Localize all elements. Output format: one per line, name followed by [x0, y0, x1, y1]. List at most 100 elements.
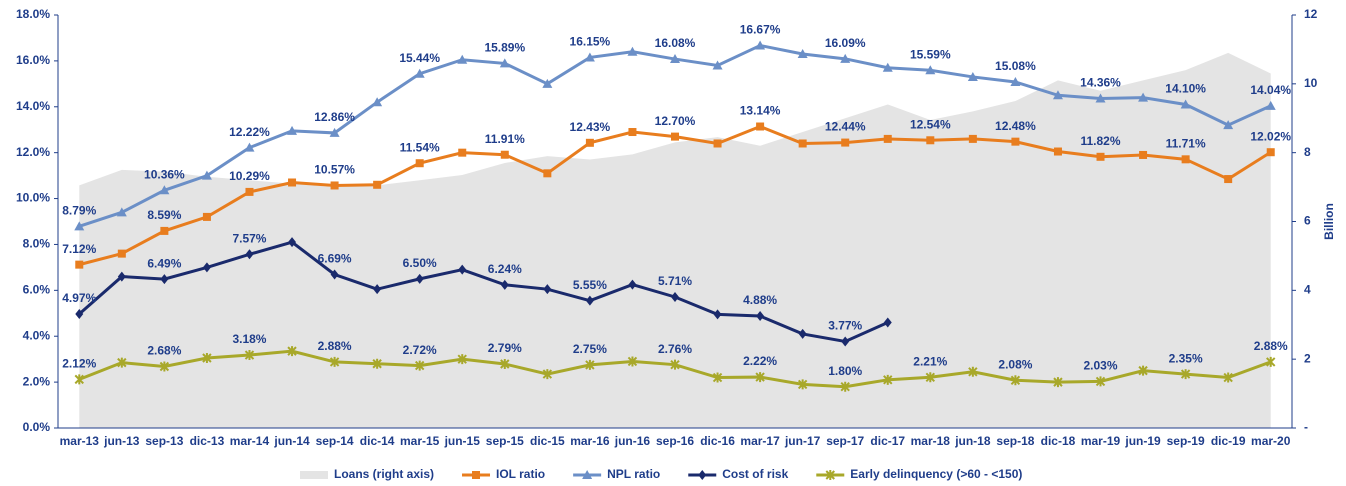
- x-tick-label: mar-17: [740, 434, 780, 448]
- marker: [288, 178, 297, 187]
- data-label: 12.43%: [570, 120, 611, 134]
- legend-label: Loans (right axis): [334, 467, 434, 481]
- marker: [372, 358, 382, 369]
- marker: [1053, 147, 1062, 156]
- marker: [713, 309, 722, 320]
- marker: [798, 139, 807, 148]
- data-label: 1.80%: [828, 364, 862, 378]
- marker: [458, 264, 467, 275]
- data-label: 8.79%: [62, 203, 96, 217]
- marker: [883, 374, 893, 385]
- data-label: 12.54%: [910, 117, 951, 131]
- marker: [202, 353, 212, 364]
- data-label: 2.21%: [913, 354, 947, 368]
- marker: [75, 260, 84, 269]
- y-tick-label: 14.0%: [16, 99, 50, 113]
- loans-area: [79, 52, 1271, 428]
- marker: [500, 279, 509, 290]
- marker: [116, 207, 127, 217]
- data-label: 11.91%: [485, 132, 525, 146]
- marker: [74, 221, 85, 231]
- marker: [458, 148, 467, 157]
- marker: [671, 291, 679, 302]
- x-tick-label: sep-18: [996, 434, 1034, 448]
- x-tick-label: jun-16: [614, 434, 651, 448]
- marker: [500, 358, 510, 369]
- marker: [160, 226, 169, 235]
- marker: [202, 212, 211, 221]
- marker: [670, 359, 680, 370]
- marker: [202, 262, 211, 273]
- marker: [201, 170, 212, 180]
- data-label: 2.68%: [147, 344, 181, 358]
- data-label: 2.88%: [1254, 339, 1288, 353]
- data-label: 2.79%: [488, 341, 522, 355]
- marker: [627, 356, 638, 367]
- x-tick-label: sep-16: [656, 434, 694, 448]
- marker: [330, 181, 339, 190]
- data-label: 10.29%: [229, 169, 270, 183]
- marker: [1010, 375, 1021, 386]
- marker: [1266, 148, 1275, 157]
- marker: [797, 379, 808, 390]
- legend-marker: [582, 470, 593, 479]
- data-label: 2.72%: [403, 343, 437, 357]
- marker: [1010, 76, 1021, 86]
- x-tick-label: mar-20: [1251, 434, 1291, 448]
- marker: [1180, 369, 1191, 380]
- legend-label: NPL ratio: [607, 467, 660, 481]
- data-label: 4.88%: [743, 293, 777, 307]
- marker: [1138, 365, 1148, 376]
- marker: [329, 127, 340, 137]
- series-line: [78, 240, 889, 344]
- marker: [1095, 376, 1106, 387]
- x-tick-label: dic-15: [530, 434, 565, 448]
- marker: [414, 360, 425, 371]
- x-tick-label: dic-16: [700, 434, 735, 448]
- data-label: 11.82%: [1080, 134, 1120, 148]
- data-label: 10.36%: [144, 167, 185, 181]
- data-label: 2.76%: [658, 342, 692, 356]
- marker: [713, 139, 722, 148]
- marker: [457, 54, 468, 64]
- marker: [245, 249, 254, 260]
- data-label: 15.89%: [484, 41, 525, 55]
- y2-axis-label: Billion: [1322, 203, 1336, 240]
- x-tick-label: jun-15: [444, 434, 481, 448]
- x-tick-label: jun-13: [103, 434, 140, 448]
- data-label: 6.49%: [147, 256, 181, 270]
- x-tick-label: jun-19: [1124, 434, 1161, 448]
- marker: [1223, 372, 1233, 383]
- marker: [373, 180, 382, 189]
- marker: [415, 273, 424, 284]
- data-label: 15.08%: [995, 59, 1036, 73]
- marker: [798, 328, 807, 339]
- marker: [840, 53, 851, 63]
- data-label: 12.02%: [1250, 129, 1291, 143]
- marker: [967, 71, 978, 81]
- marker: [840, 381, 850, 392]
- x-tick-label: sep-13: [145, 434, 183, 448]
- x-tick-label: dic-19: [1211, 434, 1246, 448]
- marker: [372, 97, 383, 107]
- data-label: 3.18%: [232, 332, 266, 346]
- marker: [925, 65, 936, 75]
- x-tick-label: mar-14: [230, 434, 270, 448]
- marker: [1181, 155, 1190, 164]
- legend-marker: [825, 470, 835, 480]
- marker: [1053, 377, 1063, 388]
- marker: [1052, 90, 1063, 100]
- marker: [925, 372, 936, 383]
- marker: [499, 58, 510, 68]
- marker: [415, 159, 424, 168]
- data-label: 16.15%: [570, 35, 611, 49]
- marker: [414, 68, 425, 78]
- marker: [627, 46, 638, 56]
- marker: [755, 372, 765, 383]
- data-label: 2.35%: [1169, 351, 1203, 365]
- x-tick-label: sep-14: [316, 434, 354, 448]
- data-label: 14.10%: [1165, 82, 1206, 96]
- data-label: 11.71%: [1166, 136, 1206, 150]
- y-tick-label: 0.0%: [23, 420, 51, 434]
- data-label: 5.55%: [573, 278, 607, 292]
